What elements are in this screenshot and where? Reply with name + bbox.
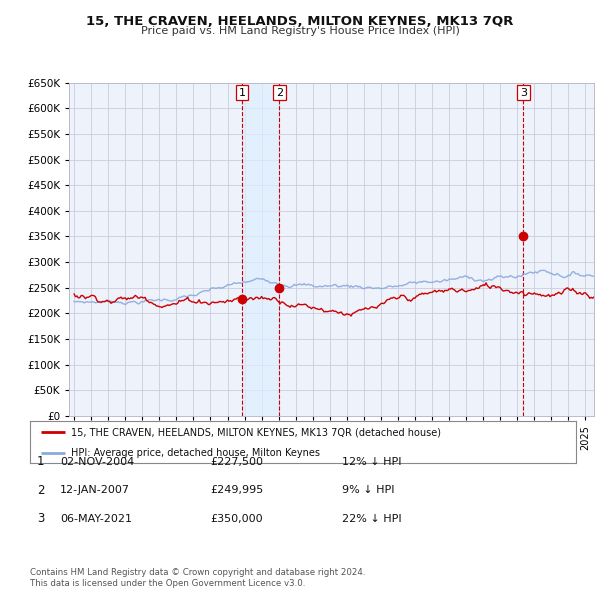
Text: Contains HM Land Registry data © Crown copyright and database right 2024.
This d: Contains HM Land Registry data © Crown c…: [30, 568, 365, 588]
Text: 1: 1: [37, 455, 44, 468]
Text: 3: 3: [37, 512, 44, 525]
Text: £227,500: £227,500: [210, 457, 263, 467]
Text: 15, THE CRAVEN, HEELANDS, MILTON KEYNES, MK13 7QR (detached house): 15, THE CRAVEN, HEELANDS, MILTON KEYNES,…: [71, 427, 441, 437]
Text: Price paid vs. HM Land Registry's House Price Index (HPI): Price paid vs. HM Land Registry's House …: [140, 26, 460, 36]
Text: 1: 1: [238, 87, 245, 97]
Text: HPI: Average price, detached house, Milton Keynes: HPI: Average price, detached house, Milt…: [71, 448, 320, 457]
Text: 2: 2: [276, 87, 283, 97]
Text: 9% ↓ HPI: 9% ↓ HPI: [342, 486, 395, 495]
Text: 12% ↓ HPI: 12% ↓ HPI: [342, 457, 401, 467]
Text: 22% ↓ HPI: 22% ↓ HPI: [342, 514, 401, 523]
Text: £249,995: £249,995: [210, 486, 263, 495]
Text: £350,000: £350,000: [210, 514, 263, 523]
Text: 3: 3: [520, 87, 527, 97]
Text: 02-NOV-2004: 02-NOV-2004: [60, 457, 134, 467]
Bar: [242, 83, 280, 416]
Text: 06-MAY-2021: 06-MAY-2021: [60, 514, 132, 523]
Text: 15, THE CRAVEN, HEELANDS, MILTON KEYNES, MK13 7QR: 15, THE CRAVEN, HEELANDS, MILTON KEYNES,…: [86, 15, 514, 28]
Text: 2: 2: [37, 484, 44, 497]
Text: 12-JAN-2007: 12-JAN-2007: [60, 486, 130, 495]
